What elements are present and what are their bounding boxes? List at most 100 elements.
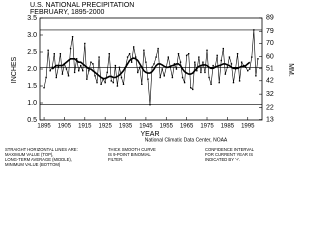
data-point (247, 70, 249, 72)
data-point (98, 56, 100, 58)
data-point (82, 70, 84, 72)
data-point (249, 68, 251, 70)
data-point (212, 64, 214, 67)
y2-tick-label: 42 (266, 78, 274, 85)
data-point (177, 53, 180, 55)
data-point (132, 46, 135, 48)
note: INDICATED BY '+'. (205, 157, 240, 162)
data-point (226, 66, 229, 68)
data-point (84, 42, 86, 45)
y2-tick-label: 89 (266, 15, 274, 22)
data-point (159, 76, 161, 79)
data-point (232, 81, 235, 84)
data-point (75, 58, 78, 60)
data-point (110, 80, 112, 82)
chart-subtitle: FEBRUARY, 1895-2000 (30, 9, 105, 16)
data-point (51, 66, 53, 68)
y2-tick-label: 51 (266, 66, 274, 73)
data-point (183, 81, 186, 84)
data-point (190, 87, 192, 89)
data-point (218, 81, 220, 84)
data-point (130, 61, 133, 63)
data-point (45, 76, 47, 79)
data-point (198, 56, 200, 58)
data-point (49, 70, 51, 72)
data-point (224, 73, 227, 75)
x-tick-label: 1925 (98, 124, 112, 130)
data-point (71, 36, 74, 38)
note: STRAIGHT HORIZONTAL LINES ARE: (5, 147, 78, 152)
data-point (118, 66, 121, 68)
data-point (61, 73, 64, 75)
chart-title: U.S. NATIONAL PRECIPITATION (30, 2, 134, 9)
data-point (151, 66, 153, 68)
data-point (253, 29, 255, 31)
data-point (202, 61, 204, 63)
data-point (104, 81, 106, 84)
data-point (137, 71, 139, 74)
data-point (196, 70, 198, 72)
data-point (65, 68, 68, 70)
data-point (240, 61, 243, 63)
data-point (67, 75, 70, 77)
data-point (88, 70, 90, 72)
x-tick-label: 1975 (200, 124, 214, 130)
data-point (126, 56, 129, 58)
note: MINIMUM VALUE (BOTTOM) (5, 162, 61, 167)
data-point (80, 64, 82, 67)
data-point (100, 83, 102, 85)
data-point (236, 53, 239, 55)
data-point (55, 76, 57, 79)
data-point (122, 83, 125, 85)
data-point (139, 66, 141, 68)
note: LONG-TERM AVERAGE (MIDDLE), (5, 157, 72, 162)
y2-tick-label: 32 (266, 91, 274, 98)
x-tick-label: 1965 (180, 124, 194, 130)
data-point (216, 54, 218, 57)
data-point (143, 49, 145, 51)
data-point (73, 71, 76, 74)
data-point (92, 63, 94, 65)
data-point (106, 71, 108, 74)
data-point (206, 49, 208, 51)
data-point (128, 53, 131, 55)
smooth-curve (51, 57, 251, 80)
data-point (57, 66, 60, 68)
data-point (108, 53, 110, 55)
data-point (149, 104, 151, 106)
data-point (135, 56, 137, 58)
data-point (220, 59, 222, 62)
data-point (171, 76, 174, 79)
data-point (59, 53, 62, 55)
data-point (230, 63, 233, 65)
data-point (163, 75, 165, 77)
data-point (179, 61, 182, 63)
data-point (181, 76, 184, 79)
y-axis-label: INCHES (11, 56, 18, 83)
x-tick-label: 1895 (37, 124, 51, 130)
data-point (175, 68, 178, 70)
data-point (114, 64, 117, 67)
data-point (161, 68, 163, 70)
x-tick-label: 1905 (58, 124, 72, 130)
data-point (94, 75, 96, 77)
data-point (77, 70, 80, 72)
y-tick-label: 1.5 (27, 83, 37, 90)
y-tick-label: 0.5 (27, 117, 37, 124)
data-line (43, 29, 259, 105)
data-point (204, 71, 206, 74)
data-point (53, 53, 55, 55)
data-point (47, 49, 49, 51)
data-point (173, 63, 176, 65)
x-tick-label: 1945 (139, 124, 153, 130)
note: MAXIMUM VALUE (TOP), (5, 152, 53, 157)
note: IS 9-POINT BINOMIAL (108, 152, 151, 157)
data-point (116, 85, 119, 87)
note: FOR CURRENT YEAR IS (205, 152, 253, 157)
x-tick-label: 1995 (241, 124, 255, 130)
note: CONFIDENCE INTERVAL (205, 147, 255, 152)
data-point (255, 75, 257, 77)
chart: U.S. NATIONAL PRECIPITATION FEBRUARY, 18… (5, 2, 294, 167)
y2-tick-label: 79 (266, 28, 274, 35)
data-point (86, 78, 88, 80)
